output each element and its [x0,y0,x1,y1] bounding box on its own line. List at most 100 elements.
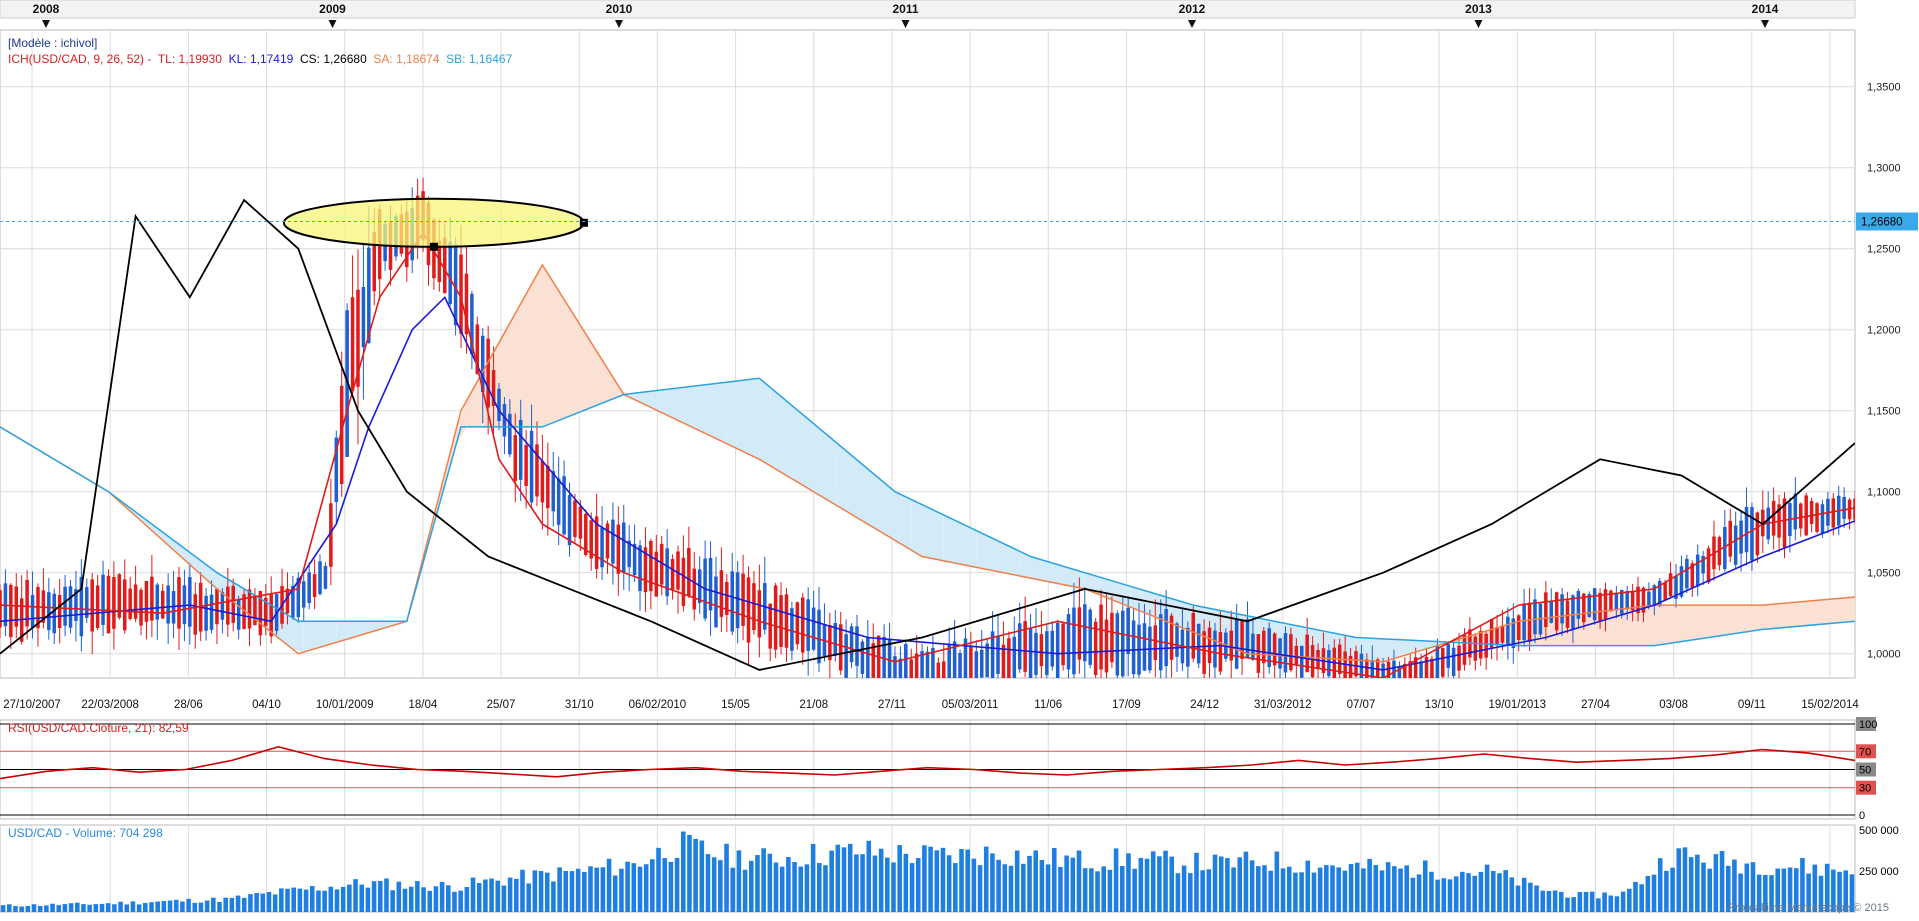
volume-bar [1058,866,1063,912]
volume-bar [786,856,791,912]
volume-bar [1503,870,1508,912]
volume-bar [1738,873,1743,912]
candle-body [931,648,935,678]
volume-bar [544,872,550,912]
kumo-segment [781,396,792,479]
volume-bar [977,865,983,912]
candle-body [1451,647,1456,676]
volume-bar [1670,867,1675,912]
volume-bar [241,897,247,912]
volume-bar [458,890,463,912]
date-tick-label: 17/09 [1112,699,1141,711]
candle-body [106,575,111,634]
candle-body [1196,623,1201,664]
volume-bar [1181,865,1187,912]
volume-bar [915,858,921,912]
volume-bar [75,902,80,912]
candle-body [301,581,306,608]
candle-body [231,585,235,623]
volume-bar [1237,857,1243,912]
year-label-2008: 2008 [33,2,60,16]
volume-bar [526,883,531,912]
candle-body [204,595,208,631]
candle-body [649,540,653,592]
kumo-segment [1410,640,1422,654]
candle-body [725,581,729,615]
candle-body [546,465,550,509]
volume-bar [1602,892,1607,912]
volume-bar [730,867,736,912]
highlight-ellipse [282,197,585,248]
volume-bar [1651,874,1657,912]
candle-body [584,513,588,555]
volume-bar [446,885,451,912]
candle-body [849,626,854,663]
year-axis-bar [0,0,1856,19]
price-tick-label: 1,0000 [1867,649,1901,661]
volume-bar [1620,891,1626,912]
candle-body [133,584,138,619]
candle-body [974,651,979,678]
volume-bar [1435,879,1440,912]
volume-bar [291,887,296,912]
kumo-segment [1139,588,1150,615]
volume-bar [118,901,123,912]
volume-bar [112,904,117,912]
volume-bar [1243,851,1249,912]
year-label-2010: 2010 [606,2,633,16]
candle-body [1386,661,1391,678]
volume-bar [1021,863,1026,912]
candle-body [1641,587,1646,613]
volume-bar [1416,874,1422,912]
candle-body [1744,506,1749,553]
candle-body [1598,592,1602,621]
candle-body [784,594,789,648]
candle-body [1489,619,1494,648]
candle-body [1565,600,1570,628]
kumo-segment [303,621,315,653]
candle-body [356,289,360,387]
candle-body [1272,633,1277,666]
volume-bar [1076,850,1082,912]
candle-body [226,586,230,625]
volume-bar [606,858,612,912]
volume-bar [1286,866,1292,912]
date-tick-label: 27/10/2007 [3,699,61,711]
volume-bar [922,845,927,912]
volume-bar [1404,865,1409,912]
volume-bar [1379,870,1385,912]
candle-body [594,516,599,569]
volume-bar [1676,848,1682,912]
candle-body [654,551,659,597]
volume-bar [217,901,222,912]
candle-body [866,637,870,678]
sb-label: SB: [446,52,466,66]
volume-bar [149,902,154,912]
candle-body [1495,627,1499,646]
volume-bar [1051,847,1057,912]
candle-body [329,503,333,567]
volume-bar [1070,857,1076,912]
year-marker [328,20,337,28]
kumo-segment [922,504,933,559]
date-tick-label: 05/03/2011 [942,699,999,711]
volume-bar [1262,865,1267,912]
kumo-segment [1844,597,1855,623]
volume-bar [1033,850,1038,912]
candle-body [1728,520,1733,557]
candle-body [1462,634,1467,665]
volume-bar [538,871,544,912]
volume-bar [854,854,859,912]
volume-bar [724,843,729,912]
candle-body [1023,621,1027,672]
candle-body [1251,633,1255,660]
candle-body [1544,592,1548,627]
volume-bar [297,888,303,912]
date-tick-label: 27/11 [878,699,906,711]
volume-bar [1157,856,1162,912]
ellipse-handle [429,242,438,251]
candle-body [1441,647,1445,677]
candle-body [952,641,957,678]
volume-bar [767,853,773,912]
candle-body [1169,615,1174,660]
